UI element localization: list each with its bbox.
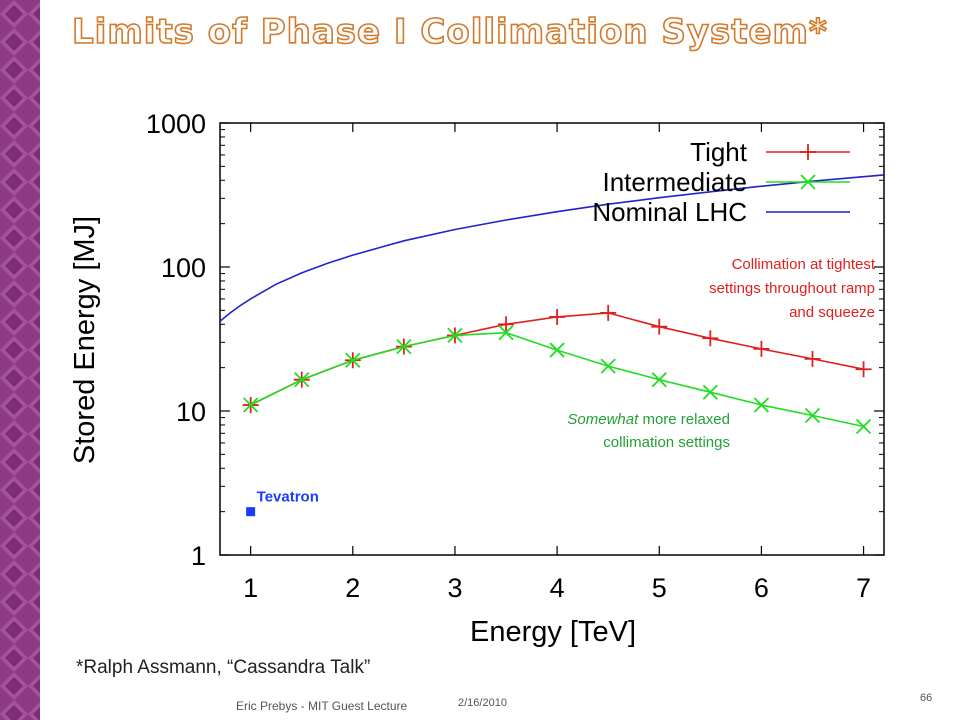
annotation-tight: and squeeze	[789, 304, 875, 321]
annotation-relaxed: Somewhat more relaxed	[567, 411, 730, 428]
marker-square	[246, 507, 256, 517]
x-tick-label: 5	[652, 573, 667, 603]
marker-x-2	[345, 352, 361, 368]
marker-x-2	[243, 397, 259, 413]
footnote: *Ralph Assmann, “Cassandra Talk”	[76, 657, 371, 678]
marker-x-2	[800, 174, 816, 190]
y-tick-label: 1000	[146, 109, 206, 139]
series-intermediate	[243, 325, 872, 435]
slide-title: Limits of Phase I Collimation System*	[71, 11, 828, 53]
legend-label: Intermediate	[602, 167, 747, 197]
annotation-tight: Collimation at tightest	[732, 256, 876, 273]
marker-x-2	[396, 338, 412, 355]
y-tick-label: 10	[176, 397, 206, 427]
marker-x-2	[294, 372, 310, 388]
legend-label: Nominal LHC	[592, 197, 747, 227]
marker-x-2	[702, 384, 718, 400]
series-nominal-lhc	[219, 174, 885, 322]
y-tick-label: 1	[191, 541, 206, 571]
series-tevatron	[246, 507, 256, 517]
marker-x-2	[447, 327, 463, 344]
marker-x-2	[804, 407, 821, 424]
x-tick-label: 4	[550, 573, 565, 603]
marker-x-2	[651, 372, 667, 388]
marker-x-2	[753, 397, 770, 413]
annotation-tight: settings throughout ramp	[709, 280, 875, 297]
x-tick-label: 1	[243, 573, 258, 603]
x-tick-label: 3	[447, 573, 462, 603]
y-axis-label: Stored Energy [MJ]	[69, 216, 101, 464]
page-number: 66	[920, 692, 933, 704]
series-line	[219, 174, 885, 322]
chart: 1 2 3 4 5 6 7 1 10 100 1000 Tevatron TightIntermed…	[69, 109, 885, 648]
legend-label: Tight	[690, 137, 748, 167]
annotation-relaxed: collimation settings	[603, 434, 730, 451]
x-tick-label: 6	[754, 573, 769, 603]
tevatron-label: Tevatron	[257, 489, 319, 506]
plot-area	[219, 122, 885, 556]
marker-x-2	[855, 418, 872, 435]
x-tick-label: 2	[345, 573, 360, 603]
marker-x-2	[600, 358, 616, 374]
marker-x-2	[549, 342, 565, 358]
y-tick-label: 100	[161, 253, 206, 283]
x-axis-label: Energy [TeV]	[470, 616, 636, 648]
footer-author: Eric Prebys - MIT Guest Lecture	[236, 699, 408, 713]
marker-x-2	[498, 325, 514, 341]
x-tick-label: 7	[856, 573, 871, 603]
footer-date: 2/16/2010	[458, 697, 507, 709]
decorative-side-stripe	[0, 0, 40, 720]
